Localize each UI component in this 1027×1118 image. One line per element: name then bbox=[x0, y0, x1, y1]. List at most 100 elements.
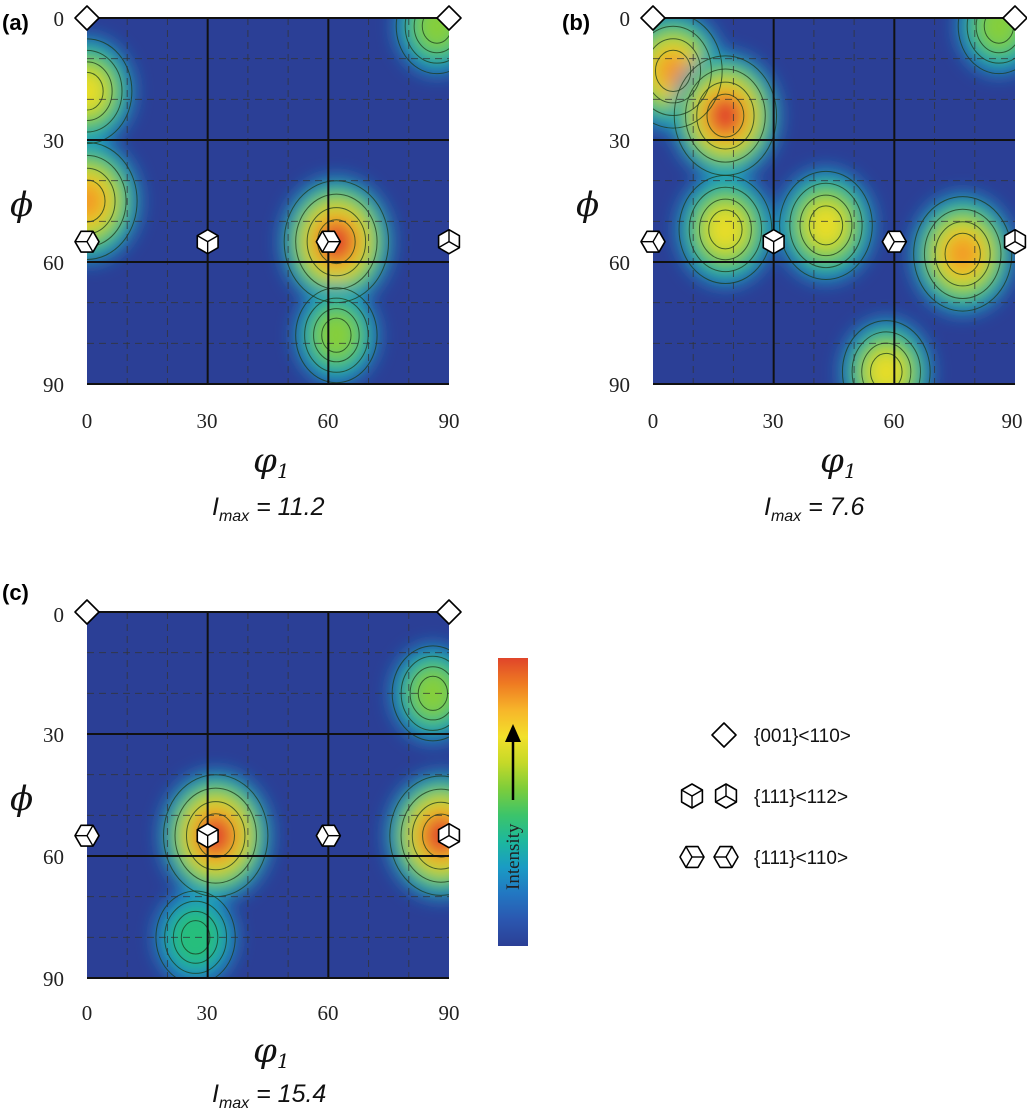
contour-line bbox=[957, 18, 1015, 75]
x-tick: 90 bbox=[1002, 409, 1023, 433]
contour-line bbox=[163, 774, 269, 898]
contour-line bbox=[87, 61, 113, 122]
legend-item-111-112: {111}<112> bbox=[680, 783, 848, 809]
legend: {001}<110> {111}<112> {111}<110> bbox=[679, 722, 851, 869]
legend-label: {001}<110> bbox=[754, 726, 851, 747]
hexagon-marker bbox=[315, 824, 342, 847]
contour-line bbox=[934, 221, 991, 287]
contour-line bbox=[87, 38, 133, 145]
x-tick: 60 bbox=[318, 1001, 339, 1025]
contour-line bbox=[975, 18, 1015, 54]
heatmap-background bbox=[87, 18, 449, 384]
contour-line bbox=[779, 170, 873, 280]
diamond-marker bbox=[1002, 5, 1027, 31]
hexagon-marker bbox=[74, 230, 100, 253]
contour-line bbox=[808, 205, 844, 246]
contour-line bbox=[174, 787, 257, 884]
contour-line bbox=[789, 182, 863, 269]
panel-c-y-ticks: 0 30 60 90 bbox=[43, 603, 64, 991]
diamond-marker bbox=[74, 5, 100, 31]
intensity-peak bbox=[867, 350, 905, 384]
contour-line bbox=[87, 71, 104, 111]
diamond-marker bbox=[436, 5, 462, 31]
y-tick: 0 bbox=[54, 7, 65, 31]
legend-item-001-110: {001}<110> bbox=[711, 722, 851, 748]
orientation-markers bbox=[640, 5, 1027, 255]
diamond-marker bbox=[74, 599, 100, 625]
intensity-peak bbox=[977, 18, 1015, 51]
contour-line bbox=[413, 18, 449, 54]
contour-line bbox=[654, 49, 692, 92]
y-tick: 30 bbox=[43, 129, 64, 153]
y-tick: 30 bbox=[43, 723, 64, 747]
heatmap-background bbox=[87, 612, 449, 978]
x-tick: 30 bbox=[197, 1001, 218, 1025]
contour-line bbox=[313, 308, 360, 363]
grid bbox=[87, 611, 449, 979]
intensity-peak bbox=[705, 206, 745, 253]
contour-line bbox=[411, 801, 449, 870]
panel-b-x-ticks: 0 30 60 90 bbox=[648, 409, 1023, 433]
contour-line bbox=[944, 232, 981, 275]
contour-line bbox=[696, 81, 755, 150]
contour-line bbox=[87, 142, 138, 260]
grid bbox=[653, 17, 1015, 385]
contour-line bbox=[185, 801, 246, 871]
heatmap-intensity bbox=[653, 18, 1015, 384]
cube-marker bbox=[437, 228, 461, 255]
diamond-marker bbox=[436, 599, 462, 625]
orientation-markers bbox=[74, 5, 462, 255]
y-tick: 90 bbox=[43, 967, 64, 991]
orientation-markers bbox=[74, 599, 462, 849]
cube-marker bbox=[196, 228, 219, 255]
cube-marker bbox=[437, 822, 461, 849]
colorbar-gradient-bar bbox=[498, 658, 528, 946]
x-axis-label: φ1 bbox=[253, 1031, 290, 1073]
panel-a-label: (a) bbox=[2, 10, 29, 35]
contour-line bbox=[688, 186, 763, 273]
contour-line bbox=[841, 320, 931, 384]
y-tick: 90 bbox=[609, 373, 630, 397]
contour-line bbox=[421, 18, 449, 44]
contour-line bbox=[851, 331, 921, 384]
contour-line bbox=[923, 208, 1002, 300]
legend-label: {111}<110> bbox=[754, 848, 848, 869]
contour-line bbox=[295, 287, 378, 384]
imax-caption: Imax = 15.4 bbox=[212, 1080, 326, 1112]
contour-line bbox=[283, 180, 390, 304]
y-tick: 0 bbox=[620, 7, 631, 31]
contour-line bbox=[395, 18, 449, 75]
contour-line bbox=[913, 196, 1013, 312]
panel-a-plot bbox=[74, 5, 462, 385]
intensity-peak bbox=[87, 69, 106, 114]
y-tick: 0 bbox=[54, 603, 65, 627]
contour-line bbox=[706, 93, 745, 138]
contour-line bbox=[870, 352, 903, 384]
contour-line bbox=[422, 813, 449, 858]
contour-line bbox=[409, 666, 449, 721]
y-axis-label: ϕ bbox=[576, 185, 599, 225]
cube-marker bbox=[762, 228, 785, 255]
panel-c-plot bbox=[74, 599, 462, 979]
diamond-marker bbox=[640, 5, 666, 31]
contour-line bbox=[87, 154, 127, 248]
y-tick: 60 bbox=[43, 251, 64, 275]
x-tick: 90 bbox=[439, 1001, 460, 1025]
contour-line bbox=[799, 194, 853, 257]
contour-line bbox=[684, 68, 766, 163]
contour-line bbox=[653, 18, 723, 129]
x-tick: 90 bbox=[439, 409, 460, 433]
panel-c-label: (c) bbox=[2, 580, 29, 605]
cube-icon bbox=[714, 783, 738, 809]
y-axis-label: ϕ bbox=[10, 779, 33, 819]
contour-line bbox=[306, 207, 367, 277]
contour-line bbox=[698, 198, 752, 261]
intensity-peak bbox=[709, 97, 741, 134]
panel-a-y-ticks: 0 30 60 90 bbox=[43, 7, 64, 397]
x-tick: 30 bbox=[763, 409, 784, 433]
colorbar-label: Intensity bbox=[503, 823, 524, 890]
hexagon-icon bbox=[713, 845, 739, 869]
contour-line bbox=[404, 18, 449, 64]
panel-c-x-ticks: 0 30 60 90 bbox=[82, 1001, 460, 1025]
